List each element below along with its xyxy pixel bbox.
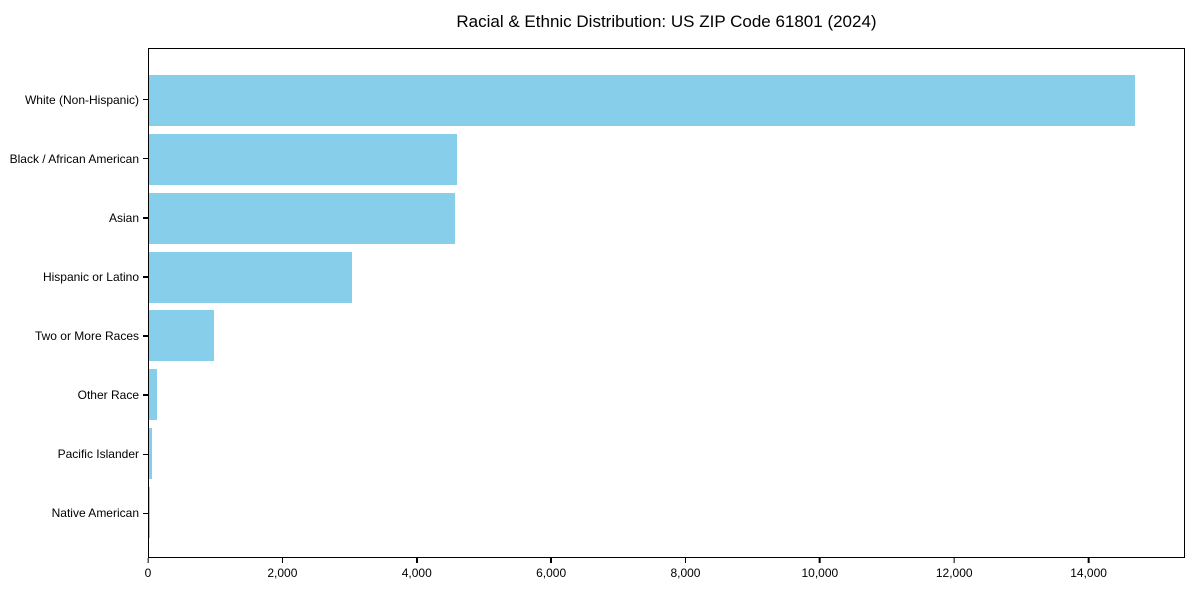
x-tick-label: 4,000	[401, 566, 432, 580]
x-tick-mark	[147, 558, 149, 563]
y-axis-label: White (Non-Hispanic)	[24, 92, 139, 107]
x-tick-mark	[550, 558, 552, 563]
y-axis-label: Native American	[51, 506, 139, 521]
x-tick-label: 6,000	[536, 566, 567, 580]
bar-asian	[149, 192, 455, 244]
bar-row	[149, 71, 1184, 130]
x-tick: 2,000	[267, 558, 297, 580]
y-axis-label: Hispanic or Latino	[42, 269, 139, 284]
y-axis-label: Other Race	[77, 388, 139, 403]
y-axis-label: Black / African American	[9, 151, 139, 166]
y-label-row: Other Race	[0, 366, 148, 425]
bar-hispanic-or-latino	[149, 251, 352, 303]
bar-other-race	[149, 369, 158, 421]
x-tick-label: 14,000	[1070, 566, 1107, 580]
bar-row	[149, 307, 1184, 366]
bar-native-american	[149, 487, 150, 539]
y-axis-label: Pacific Islander	[57, 447, 139, 462]
x-axis: 0 2,000 4,000 6,000 8,000 10,000 12,000	[144, 558, 1185, 590]
x-tick-mark	[415, 558, 418, 563]
y-label-row: Asian	[0, 188, 148, 247]
y-tick-mark	[143, 157, 148, 160]
x-tick: 6,000	[536, 558, 566, 580]
x-tick-label: 10,000	[801, 566, 839, 580]
x-tick-label: 2,000	[267, 566, 298, 580]
x-tick: 0	[144, 558, 152, 580]
y-label-row: Native American	[0, 484, 148, 543]
bar-row	[149, 248, 1184, 307]
x-tick-mark	[281, 558, 284, 563]
y-tick-mark	[143, 394, 148, 396]
y-tick-mark	[143, 217, 148, 219]
y-tick-mark	[143, 453, 148, 456]
x-tick-mark	[953, 558, 955, 563]
bar-black-african-american	[149, 133, 457, 185]
x-tick-label: 0	[144, 566, 152, 580]
x-tick: 14,000	[1070, 558, 1107, 580]
bar-row	[149, 130, 1184, 189]
bar-row	[149, 365, 1184, 424]
y-label-row: Two or More Races	[0, 307, 148, 366]
y-label-row: Pacific Islander	[0, 425, 148, 484]
y-label-row: Black / African American	[0, 129, 148, 188]
x-tick-label: 12,000	[935, 566, 973, 580]
y-axis-label: Asian	[108, 210, 139, 225]
x-tick-label: 8,000	[670, 566, 701, 580]
y-tick-mark	[143, 276, 148, 278]
y-axis-label: Two or More Races	[34, 329, 139, 344]
bar-row	[149, 483, 1184, 542]
chart-title: Racial & Ethnic Distribution: US ZIP Cod…	[456, 12, 877, 31]
bar-two-or-more-races	[149, 310, 215, 362]
x-tick: 4,000	[402, 558, 432, 580]
x-tick: 10,000	[801, 558, 838, 580]
y-label-row: Hispanic or Latino	[0, 247, 148, 306]
x-tick: 8,000	[670, 558, 700, 580]
bar-white-non-hispanic	[149, 74, 1135, 126]
plot-area	[148, 48, 1185, 558]
y-tick-mark	[143, 512, 148, 515]
x-tick-mark	[1087, 558, 1090, 563]
y-tick-mark	[143, 98, 148, 101]
x-tick-mark	[819, 558, 821, 563]
x-tick-mark	[684, 558, 687, 563]
bar-row	[149, 189, 1184, 248]
y-label-row: White (Non-Hispanic)	[0, 70, 148, 129]
x-tick: 12,000	[936, 558, 973, 580]
y-axis: White (Non-Hispanic) Black / African Ame…	[0, 48, 148, 558]
bar-row	[149, 424, 1184, 483]
bar-pacific-islander	[149, 428, 152, 480]
y-tick-mark	[143, 335, 148, 337]
